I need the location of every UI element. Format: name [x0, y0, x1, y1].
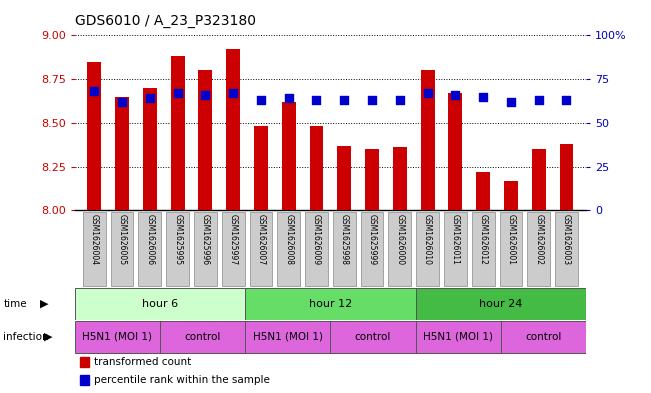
Bar [365, 149, 379, 210]
Bar [277, 212, 300, 286]
Point [339, 97, 350, 103]
Text: percentile rank within the sample: percentile rank within the sample [94, 375, 270, 385]
Text: GSM1626008: GSM1626008 [284, 214, 293, 265]
Point [506, 99, 516, 105]
Bar [449, 93, 462, 210]
Bar [194, 212, 217, 286]
Point [422, 90, 433, 96]
Text: infection: infection [3, 332, 49, 342]
Text: GSM1625996: GSM1625996 [201, 214, 210, 265]
Text: hour 24: hour 24 [479, 299, 522, 309]
Text: time: time [3, 299, 27, 309]
Bar [527, 212, 550, 286]
Text: control: control [525, 332, 562, 342]
Bar [80, 375, 89, 385]
Bar [330, 321, 415, 353]
Text: hour 12: hour 12 [309, 299, 352, 309]
Text: transformed count: transformed count [94, 357, 191, 367]
Bar [532, 149, 546, 210]
Text: hour 6: hour 6 [142, 299, 178, 309]
Bar [421, 70, 434, 210]
Bar [199, 70, 212, 210]
Point [117, 99, 128, 105]
Bar [75, 288, 245, 320]
Bar [305, 212, 328, 286]
Bar [171, 56, 185, 210]
Text: control: control [184, 332, 221, 342]
Text: GSM1625997: GSM1625997 [229, 214, 238, 265]
Bar [75, 321, 160, 353]
Text: GDS6010 / A_23_P323180: GDS6010 / A_23_P323180 [75, 13, 256, 28]
Point [89, 88, 100, 94]
Bar [472, 212, 495, 286]
Point [201, 92, 211, 98]
Text: ▶: ▶ [40, 299, 49, 309]
Text: ▶: ▶ [44, 332, 53, 342]
Bar [501, 321, 586, 353]
Point [561, 97, 572, 103]
Text: GSM1625998: GSM1625998 [340, 214, 349, 265]
Bar [115, 97, 129, 210]
Text: GSM1625999: GSM1625999 [368, 214, 376, 265]
Bar [254, 126, 268, 210]
Bar [416, 212, 439, 286]
Bar [245, 321, 330, 353]
Bar [249, 212, 272, 286]
Bar [245, 288, 415, 320]
Text: GSM1626004: GSM1626004 [90, 214, 99, 265]
Text: GSM1626003: GSM1626003 [562, 214, 571, 265]
Point [533, 97, 544, 103]
Point [311, 97, 322, 103]
Text: GSM1626012: GSM1626012 [478, 214, 488, 265]
Bar [222, 212, 245, 286]
Text: GSM1626009: GSM1626009 [312, 214, 321, 265]
Bar [80, 357, 89, 367]
Point [173, 90, 183, 96]
Point [367, 97, 377, 103]
Bar [559, 144, 574, 210]
Bar [361, 212, 383, 286]
Bar [333, 212, 355, 286]
Bar [227, 50, 240, 210]
Point [284, 95, 294, 101]
Bar [282, 102, 296, 210]
Bar [337, 145, 351, 210]
Bar [83, 212, 105, 286]
Bar [555, 212, 578, 286]
Bar [476, 172, 490, 210]
Text: GSM1625995: GSM1625995 [173, 214, 182, 265]
Bar [444, 212, 467, 286]
Point [450, 92, 460, 98]
Bar [166, 212, 189, 286]
Point [478, 94, 488, 100]
Text: GSM1626005: GSM1626005 [118, 214, 126, 265]
Point [395, 97, 405, 103]
Bar [499, 212, 522, 286]
Bar [389, 212, 411, 286]
Text: H5N1 (MOI 1): H5N1 (MOI 1) [253, 332, 323, 342]
Text: GSM1626011: GSM1626011 [451, 214, 460, 265]
Text: H5N1 (MOI 1): H5N1 (MOI 1) [83, 332, 152, 342]
Bar [310, 126, 324, 210]
Text: GSM1626001: GSM1626001 [506, 214, 516, 265]
Point [256, 97, 266, 103]
Text: control: control [355, 332, 391, 342]
Bar [143, 88, 157, 210]
Text: GSM1626007: GSM1626007 [256, 214, 266, 265]
Bar [139, 212, 161, 286]
Text: GSM1626006: GSM1626006 [145, 214, 154, 265]
Text: GSM1626010: GSM1626010 [423, 214, 432, 265]
Bar [87, 62, 102, 210]
Bar [415, 288, 586, 320]
Text: GSM1626000: GSM1626000 [395, 214, 404, 265]
Text: H5N1 (MOI 1): H5N1 (MOI 1) [423, 332, 493, 342]
Text: GSM1626002: GSM1626002 [534, 214, 543, 265]
Bar [160, 321, 245, 353]
Bar [504, 180, 518, 210]
Bar [415, 321, 501, 353]
Point [145, 95, 155, 101]
Point [228, 90, 238, 96]
Bar [111, 212, 133, 286]
Bar [393, 147, 407, 210]
